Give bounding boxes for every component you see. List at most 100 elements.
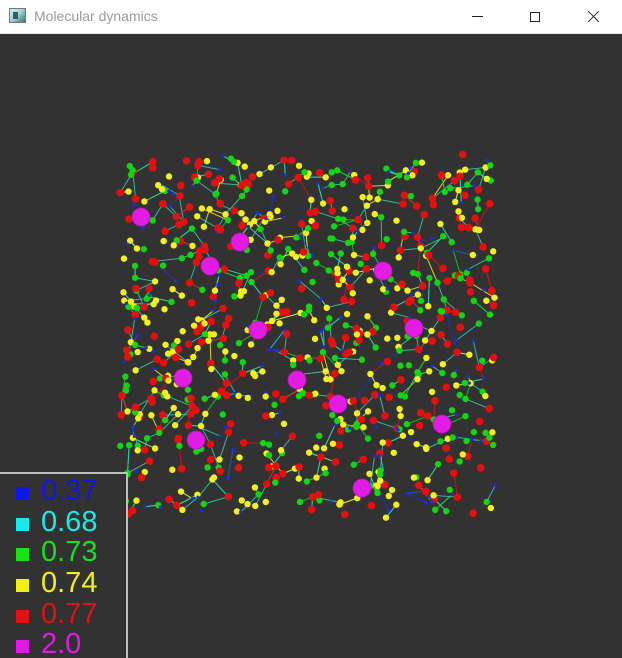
atom — [274, 207, 281, 215]
bond — [330, 373, 336, 397]
atom — [222, 348, 229, 355]
bond — [300, 236, 313, 256]
atom — [343, 263, 351, 270]
atom — [204, 170, 213, 178]
atom — [352, 324, 361, 333]
bond — [227, 449, 234, 479]
bond — [467, 257, 490, 270]
bond — [317, 182, 324, 204]
atom — [368, 377, 373, 381]
molecule-scene[interactable] — [0, 34, 622, 658]
bond — [465, 398, 490, 410]
atom — [226, 419, 235, 428]
atom — [374, 482, 381, 490]
atom — [238, 181, 246, 190]
atom — [305, 391, 313, 399]
ion-atom — [432, 414, 452, 434]
molecular-viewport[interactable]: 0.37 0.68 0.73 0.74 0.77 2.0 — [0, 34, 622, 658]
atom — [179, 506, 186, 514]
atom — [240, 287, 248, 295]
atom — [461, 379, 468, 387]
atom — [414, 291, 422, 298]
atom — [470, 428, 478, 436]
atom — [184, 340, 193, 348]
atom — [348, 224, 357, 233]
atom — [170, 404, 177, 412]
atom — [485, 255, 493, 262]
atom — [323, 304, 330, 311]
atom — [355, 336, 363, 344]
atom — [479, 243, 487, 251]
atom — [325, 267, 332, 274]
atom — [117, 411, 126, 419]
minimize-button[interactable] — [448, 0, 506, 33]
atom — [144, 346, 148, 350]
atom — [329, 440, 337, 447]
atom — [345, 278, 350, 282]
atom — [429, 498, 433, 503]
atom — [351, 176, 360, 184]
atom — [437, 171, 446, 180]
atom — [276, 320, 283, 327]
atom — [211, 308, 216, 313]
atom — [418, 282, 427, 290]
atom — [149, 377, 158, 386]
atom — [423, 354, 430, 362]
atom — [322, 368, 329, 375]
bond — [439, 223, 453, 243]
atom — [177, 465, 186, 473]
bond — [139, 390, 155, 415]
bond — [237, 162, 243, 186]
atom — [133, 245, 141, 252]
atom — [345, 348, 353, 357]
atom — [327, 336, 336, 345]
atom — [134, 348, 141, 356]
atom — [474, 205, 482, 213]
atom — [204, 464, 211, 471]
maximize-button[interactable] — [506, 0, 564, 33]
bond — [362, 197, 368, 224]
title-bar[interactable]: Molecular dynamics — [0, 0, 622, 34]
atom — [442, 444, 450, 453]
atom — [202, 410, 209, 418]
atom — [353, 410, 361, 417]
atom — [328, 181, 335, 189]
atom — [485, 404, 494, 413]
atom — [407, 296, 415, 304]
legend-item: 0.73 — [0, 537, 126, 567]
atom — [205, 337, 212, 344]
atom — [231, 447, 235, 451]
atom — [278, 411, 282, 415]
atom — [260, 364, 264, 368]
atom — [173, 237, 180, 244]
atom — [120, 255, 128, 262]
atom — [211, 391, 219, 398]
atom — [474, 185, 483, 194]
atom — [209, 292, 218, 301]
atom — [128, 506, 137, 515]
atom — [239, 438, 248, 447]
bond — [475, 203, 491, 230]
close-button[interactable] — [564, 0, 622, 33]
atom — [282, 328, 287, 332]
ion-atom — [200, 256, 220, 276]
atom — [443, 277, 452, 285]
atom — [174, 434, 183, 443]
atom — [472, 184, 477, 188]
atom — [133, 497, 140, 504]
atom — [396, 347, 403, 354]
atom — [338, 367, 345, 375]
atom — [336, 500, 343, 508]
atom — [187, 299, 196, 307]
atom — [420, 210, 428, 219]
atom — [206, 205, 213, 213]
bond — [269, 329, 285, 350]
ion-atom — [373, 261, 393, 281]
bond — [135, 277, 156, 282]
atom — [413, 233, 422, 241]
atom — [134, 447, 141, 454]
atom — [450, 371, 457, 379]
bond — [144, 190, 166, 202]
atom — [451, 308, 460, 317]
atom — [319, 200, 327, 207]
